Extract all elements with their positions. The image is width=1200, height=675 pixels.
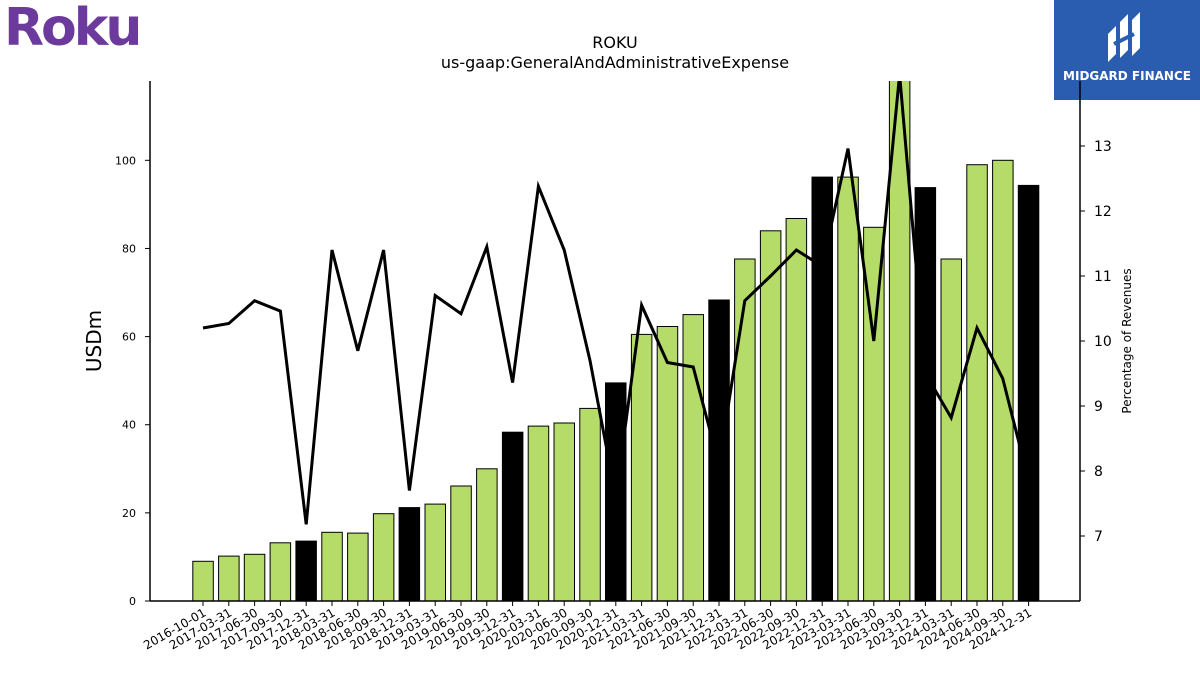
y-axis-label: USDm [82, 310, 106, 372]
bar-2023-09-30 [888, 81, 911, 601]
bar-2024-03-31 [940, 258, 962, 601]
y2-tick-label: 8 [1094, 464, 1103, 480]
bar-2019-06-30 [450, 485, 472, 601]
bar-2018-06-30 [347, 532, 369, 601]
y-tick-label: 60 [122, 331, 136, 344]
bar-2020-03-31 [527, 425, 550, 601]
bar-2021-03-31 [630, 333, 653, 601]
y-tick-label: 100 [115, 154, 136, 167]
bar-2022-09-30 [785, 218, 808, 601]
y-tick-label: 20 [122, 507, 136, 520]
y2-tick-label: 9 [1094, 399, 1103, 415]
bar-2018-09-30 [372, 513, 395, 601]
chart-subtitle: us-gaap:GeneralAndAdministrativeExpense [441, 53, 789, 72]
bar-2017-12-31 [295, 540, 317, 601]
bar-2023-06-30 [863, 226, 885, 601]
y2-tick-label: 10 [1094, 334, 1112, 350]
bar-2018-12-31 [398, 507, 421, 601]
midgard-finance-logo: MIDGARD FINANCE [1054, 0, 1200, 100]
bar-2017-06-30 [243, 553, 266, 601]
bar-2024-12-31 [1017, 184, 1040, 601]
y-tick-label: 80 [122, 242, 136, 255]
bar-2021-06-30 [656, 326, 679, 601]
bar-2022-06-30 [759, 230, 782, 601]
bar-2020-06-30 [553, 422, 575, 601]
y2-tick-label: 7 [1094, 529, 1103, 545]
y-tick-label: 40 [122, 419, 136, 432]
bar-2023-03-31 [837, 176, 859, 601]
bar-2023-12-31 [914, 187, 937, 601]
bar-2019-03-31 [424, 503, 446, 601]
bar-2017-09-30 [269, 542, 292, 601]
bar-2021-09-30 [682, 314, 704, 601]
midgard-emblem-icon [1108, 12, 1140, 62]
percentage-line [202, 81, 1031, 525]
bar-2020-09-30 [579, 407, 601, 601]
bar-2022-03-31 [734, 258, 756, 601]
bar-2018-03-31 [321, 531, 343, 601]
bar-2019-12-31 [501, 431, 524, 601]
y2-axis-label: Percentage of Revenues [1120, 268, 1134, 413]
y2-tick-label: 13 [1094, 139, 1112, 155]
y-tick-label: 0 [129, 595, 136, 608]
bar-2017-03-31 [218, 555, 240, 601]
roku-logo: Roku [4, 0, 142, 58]
y2-tick-label: 11 [1094, 269, 1112, 285]
plot-area: 020406080100789101112132016-10-012017-03… [115, 81, 1112, 652]
bar-2024-06-30 [966, 164, 988, 601]
midgard-finance-wordmark: MIDGARD FINANCE [1063, 69, 1191, 83]
bar-2016-10-01 [192, 560, 214, 601]
bar-2019-09-30 [476, 468, 498, 601]
y2-tick-label: 12 [1094, 204, 1112, 220]
chart-title: ROKU [592, 33, 637, 52]
bar-2022-12-31 [811, 176, 833, 601]
bar-2021-12-31 [708, 299, 730, 601]
